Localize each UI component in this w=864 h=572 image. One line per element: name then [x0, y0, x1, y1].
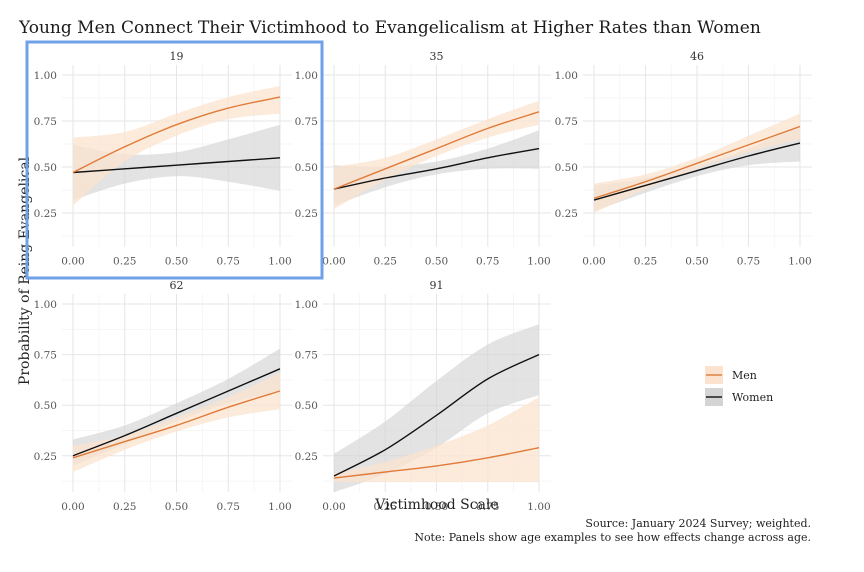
y-tick-label: 0.75 [34, 116, 57, 128]
chart-title: Young Men Connect Their Victimhood to Ev… [18, 18, 761, 38]
panels-container: 190.250.500.751.000.00 0.25 0.50 0.75 1.0035… [34, 50, 812, 513]
y-tick-label: 0.50 [34, 162, 57, 174]
caption-note: Note: Panels show age examples to see ho… [414, 531, 811, 544]
caption-source: Source: January 2024 Survey; weighted. [585, 517, 811, 530]
y-tick-label: 0.25 [295, 451, 318, 463]
line-men [333, 447, 540, 479]
legend: Men Women [705, 366, 773, 406]
line-women [72, 157, 281, 174]
confidence-band-men [73, 372, 280, 472]
y-tick-label: 0.50 [34, 400, 57, 412]
x-tick-label: 0.50 [425, 256, 448, 268]
line-men [333, 111, 540, 190]
x-tick-label: 1.00 [527, 501, 550, 513]
y-tick-label: 1.00 [34, 70, 57, 82]
x-tick-label: 0.00 [322, 501, 345, 513]
line-men [593, 125, 801, 199]
panel-strip-label: 35 [430, 50, 444, 63]
y-tick-label: 1.00 [34, 299, 57, 311]
legend-label: Women [732, 391, 773, 404]
x-tick-label: 0.75 [217, 501, 240, 513]
confidence-band-women [73, 124, 280, 201]
x-tick-label: 1.00 [788, 256, 811, 268]
x-tick-label: 1.00 [268, 256, 291, 268]
x-tick-label: 0.75 [737, 256, 760, 268]
confidence-band-men [334, 397, 539, 483]
line-women [333, 147, 540, 190]
legend-item-women: Women [705, 388, 773, 406]
panel-strip-label: 91 [430, 279, 444, 292]
y-tick-label: 0.25 [34, 451, 57, 463]
x-tick-label: 0.25 [113, 256, 136, 268]
x-tick-label: 0.50 [685, 256, 708, 268]
y-tick-label: 0.75 [555, 116, 578, 128]
x-tick-label: 0.75 [476, 501, 499, 513]
x-tick-label: 0.25 [634, 256, 657, 268]
line-men [72, 390, 281, 459]
x-tick-label: 0.00 [61, 501, 84, 513]
y-tick-label: 0.25 [34, 208, 57, 220]
x-tick-label: 0.75 [476, 256, 499, 268]
y-tick-label: 0.50 [555, 162, 578, 174]
x-tick-label: 0.00 [582, 256, 605, 268]
x-tick-label: 1.00 [527, 256, 550, 268]
panel-age-35: 35 0.25 0.50 0.75 1.00 0.00 0.25 0.50 0.75 1.00 [295, 50, 551, 268]
x-tick-label: 0.75 [217, 256, 240, 268]
x-axis-title: Victimhood Scale [374, 497, 498, 513]
x-tick-label: 1.00 [268, 501, 291, 513]
y-tick-label: 0.75 [295, 116, 318, 128]
line-women [593, 142, 801, 201]
line-women [333, 353, 540, 477]
panel-age-62: 62 0.25 0.50 0.75 1.00 0.00 0.25 0.50 0.75 1.00 [34, 279, 292, 513]
panel-age-91: 91 0.25 0.50 0.75 1.00 0.00 0.25 0.50 0.75 1.00 [295, 279, 551, 513]
x-tick-label: 0.00 [61, 256, 84, 268]
line-women [72, 368, 281, 457]
panel-strip-label: 46 [690, 50, 704, 63]
legend-item-men: Men [705, 366, 757, 384]
y-tick-label: 0.50 [295, 162, 318, 174]
y-tick-label: 0.75 [295, 350, 318, 362]
y-tick-label: 0.25 [555, 208, 578, 220]
confidence-band-men [73, 86, 280, 206]
y-tick-label: 0.75 [34, 350, 57, 362]
y-tick-label: 0.50 [295, 400, 318, 412]
panel-strip-label: 62 [170, 279, 184, 292]
y-axis-title: Probability of Being Evangelical [17, 156, 33, 385]
y-tick-label: 1.00 [295, 299, 318, 311]
x-tick-label: 0.50 [425, 501, 448, 513]
x-tick-label: 0.50 [165, 256, 188, 268]
y-tick-label: 0.25 [295, 208, 318, 220]
panel-strip-label: 19 [170, 50, 184, 63]
panel-age-19: 19 0.25 0.50 0.75 1.00 0.00 0.25 0.50 0.75 1.00 [34, 50, 292, 268]
panel-age-46: 46 0.25 0.50 0.75 1.00 0.00 0.25 0.50 0.75 1.00 [555, 50, 812, 268]
line-men [72, 96, 281, 174]
y-tick-label: 1.00 [555, 70, 578, 82]
x-tick-label: 0.25 [113, 501, 136, 513]
x-tick-label: 0.25 [374, 501, 397, 513]
x-tick-label: 0.25 [374, 256, 397, 268]
x-tick-label: 0.00 [322, 256, 345, 268]
highlight-box [25, 40, 324, 280]
x-tick-label: 0.50 [165, 501, 188, 513]
confidence-band-women [334, 130, 539, 206]
legend-label: Men [732, 369, 757, 382]
y-tick-label: 1.00 [295, 70, 318, 82]
